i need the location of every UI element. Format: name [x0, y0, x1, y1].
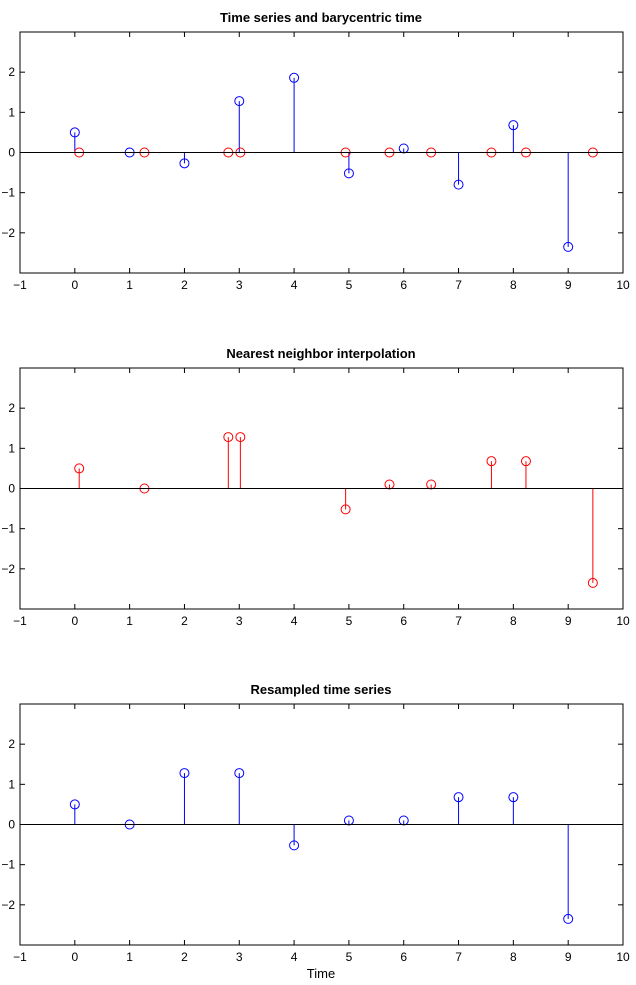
x-tick-label: 5 — [346, 614, 353, 628]
data-point — [520, 456, 531, 467]
chart-title: Nearest neighbor interpolation — [226, 346, 415, 361]
y-tick-label: −2 — [1, 226, 15, 240]
data-point — [508, 120, 519, 131]
series-marks — [20, 432, 623, 588]
y-axis: −2 −1 0 1 2 — [1, 737, 623, 912]
y-tick-label: −1 — [1, 858, 15, 872]
x-tick-label: 9 — [565, 950, 572, 964]
data-point — [563, 913, 574, 924]
y-tick-label: 0 — [8, 146, 15, 160]
x-axis: −1 0 1 2 3 4 5 6 7 8 9 10 — [13, 704, 630, 964]
y-tick-label: 1 — [8, 777, 15, 791]
x-tick-label: −1 — [13, 950, 27, 964]
x-tick-label: 2 — [181, 278, 188, 292]
x-tick-label: 5 — [346, 278, 353, 292]
x-tick-label: 9 — [565, 614, 572, 628]
x-tick-label: 1 — [126, 278, 133, 292]
data-point — [179, 768, 190, 779]
data-point — [234, 768, 245, 779]
x-tick-label: 4 — [291, 614, 298, 628]
x-tick-label: 6 — [400, 278, 407, 292]
y-tick-label: 2 — [8, 65, 15, 79]
data-point — [343, 168, 354, 179]
y-tick-label: −2 — [1, 562, 15, 576]
x-tick-label: 8 — [510, 950, 517, 964]
x-axis-label: Time — [307, 966, 335, 981]
y-tick-label: 0 — [8, 818, 15, 832]
x-tick-label: 8 — [510, 278, 517, 292]
x-tick-label: 3 — [236, 614, 243, 628]
y-tick-label: 1 — [8, 105, 15, 119]
data-point — [289, 840, 300, 851]
x-tick-label: 1 — [126, 950, 133, 964]
subplot-nearest-neighbor: Nearest neighbor interpolation −1 0 1 2 3 4 5 6… — [1, 346, 630, 628]
data-point — [235, 432, 246, 443]
data-point — [179, 158, 190, 169]
x-tick-label: 10 — [616, 278, 630, 292]
subplot-resampled: Resampled time series −1 0 1 2 3 4 5 6 7 8 9 10 −2−… — [1, 682, 630, 981]
x-tick-label: 3 — [236, 278, 243, 292]
y-axis: −2 −1 0 1 2 — [1, 65, 623, 240]
data-point — [486, 456, 497, 467]
x-tick-label: 3 — [236, 950, 243, 964]
chart-title: Resampled time series — [251, 682, 392, 697]
x-tick-label: 7 — [455, 950, 462, 964]
x-tick-label: 4 — [291, 950, 298, 964]
x-tick-label: 9 — [565, 278, 572, 292]
data-point — [69, 799, 80, 810]
series-marks — [20, 768, 623, 924]
data-point — [289, 72, 300, 83]
x-tick-label: 5 — [346, 950, 353, 964]
data-point — [453, 179, 464, 190]
x-tick-label: 4 — [291, 278, 298, 292]
y-tick-label: 2 — [8, 401, 15, 415]
data-point — [508, 792, 519, 803]
x-axis: −1 0 1 2 3 4 5 6 7 8 9 10 — [13, 368, 630, 628]
x-tick-label: −1 — [13, 278, 27, 292]
x-tick-label: 2 — [181, 614, 188, 628]
x-tick-label: 1 — [126, 614, 133, 628]
x-tick-label: 6 — [400, 950, 407, 964]
y-tick-label: −1 — [1, 522, 15, 536]
x-tick-label: 10 — [616, 950, 630, 964]
x-tick-label: 8 — [510, 614, 517, 628]
x-tick-label: 10 — [616, 614, 630, 628]
data-point — [453, 792, 464, 803]
y-tick-label: −1 — [1, 186, 15, 200]
x-tick-label: 0 — [71, 950, 78, 964]
y-tick-label: 0 — [8, 482, 15, 496]
x-tick-label: 7 — [455, 278, 462, 292]
y-tick-label: 1 — [8, 441, 15, 455]
x-axis: −1 0 1 2 3 4 5 6 7 8 9 10 — [13, 32, 630, 292]
y-tick-label: −2 — [1, 898, 15, 912]
data-point — [69, 127, 80, 138]
data-point — [223, 432, 234, 443]
data-point — [234, 96, 245, 107]
y-tick-label: 2 — [8, 737, 15, 751]
x-tick-label: 6 — [400, 614, 407, 628]
x-tick-label: −1 — [13, 614, 27, 628]
data-point — [340, 504, 351, 515]
data-point — [563, 241, 574, 252]
x-tick-label: 0 — [71, 278, 78, 292]
x-tick-label: 7 — [455, 614, 462, 628]
chart-title: Time series and barycentric time — [220, 10, 422, 25]
x-tick-label: 2 — [181, 950, 188, 964]
data-point — [74, 463, 85, 474]
series-marks — [20, 72, 623, 252]
data-point — [587, 577, 598, 588]
x-tick-label: 0 — [71, 614, 78, 628]
subplot-time-series-barycentric: Time series and barycentric time −1 0 1 2 3 4… — [1, 10, 630, 292]
y-axis: −2 −1 0 1 2 — [1, 401, 623, 576]
